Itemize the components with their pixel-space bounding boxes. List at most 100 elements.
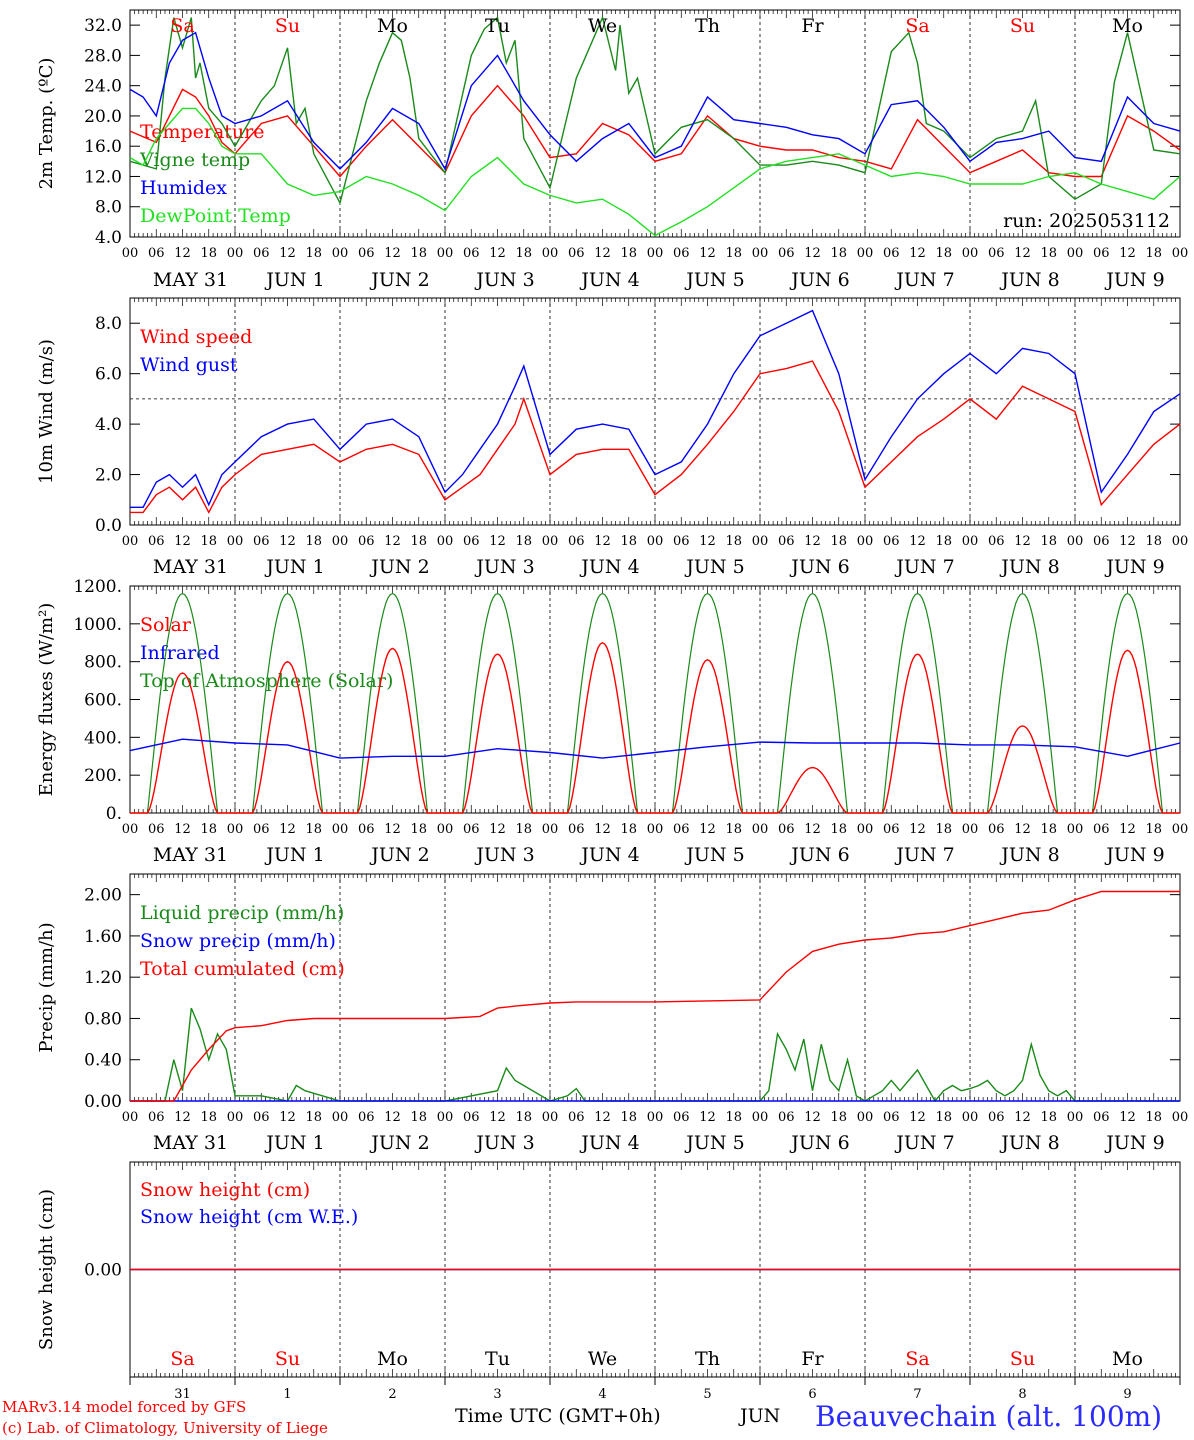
hour-tick-label: 12 bbox=[804, 1110, 821, 1125]
station-name: Beauvechain (alt. 100m) bbox=[815, 1400, 1163, 1433]
weekday-label: Sa bbox=[170, 15, 194, 37]
hour-tick-label: 00 bbox=[752, 246, 769, 261]
weekday-label: Mo bbox=[377, 15, 408, 37]
hour-tick-label: 06 bbox=[1093, 534, 1110, 549]
weekday-label: Su bbox=[1010, 1348, 1035, 1370]
hour-tick-label: 06 bbox=[253, 534, 270, 549]
y-axis-label: 10m Wind (m/s) bbox=[36, 339, 57, 484]
weekday-label: Tu bbox=[485, 1348, 510, 1370]
hour-tick-label: 06 bbox=[358, 1110, 375, 1125]
hour-tick-label: 18 bbox=[725, 534, 742, 549]
hour-tick-label: 00 bbox=[647, 246, 664, 261]
hour-tick-label: 12 bbox=[489, 246, 506, 261]
hour-tick-label: 18 bbox=[725, 246, 742, 261]
date-label: JUN 8 bbox=[999, 556, 1059, 578]
hour-tick-label: 12 bbox=[699, 534, 716, 549]
hour-tick-label: 18 bbox=[620, 534, 637, 549]
weekday-label: We bbox=[588, 1348, 617, 1370]
humidex-line bbox=[129, 31, 1181, 171]
hour-tick-label: 12 bbox=[174, 822, 191, 837]
date-label: JUN 2 bbox=[369, 556, 429, 578]
y-tick-label: 0.00 bbox=[84, 1261, 122, 1281]
date-label: JUN 9 bbox=[1104, 556, 1164, 578]
hour-tick-label: 12 bbox=[384, 1110, 401, 1125]
hour-tick-label: 18 bbox=[620, 1110, 637, 1125]
hour-tick-label: 06 bbox=[1093, 822, 1110, 837]
hour-tick-label: 00 bbox=[1067, 822, 1084, 837]
hour-tick-label: 06 bbox=[883, 246, 900, 261]
legend-entry: Snow height (cm W.E.) bbox=[140, 1206, 358, 1228]
hour-tick-label: 00 bbox=[542, 246, 559, 261]
date-label: JUN 2 bbox=[369, 1132, 429, 1154]
y-tick-label: 8.0 bbox=[95, 314, 122, 334]
date-label: JUN 6 bbox=[789, 844, 849, 866]
month-label: JUN bbox=[740, 1405, 781, 1427]
hour-tick-label: 18 bbox=[410, 534, 427, 549]
hour-tick-label: 00 bbox=[1172, 1110, 1189, 1125]
infrared-line bbox=[129, 738, 1181, 759]
y-tick-label: 12.0 bbox=[84, 167, 122, 187]
hour-tick-label: 12 bbox=[279, 1110, 296, 1125]
date-label: JUN 9 bbox=[1104, 269, 1164, 291]
y-tick-label: 600. bbox=[84, 691, 122, 711]
date-label: JUN 1 bbox=[264, 269, 324, 291]
hour-tick-label: 00 bbox=[542, 822, 559, 837]
date-label: JUN 1 bbox=[264, 844, 324, 866]
hour-tick-label: 00 bbox=[122, 1110, 139, 1125]
y-tick-label: 6.0 bbox=[95, 365, 122, 385]
weekday-label: We bbox=[588, 15, 617, 37]
hour-tick-label: 18 bbox=[935, 1110, 952, 1125]
hour-tick-label: 00 bbox=[122, 246, 139, 261]
hour-tick-label: 12 bbox=[174, 534, 191, 549]
hour-tick-label: 12 bbox=[1014, 822, 1031, 837]
y-tick-label: 1200. bbox=[73, 577, 122, 597]
hour-tick-label: 12 bbox=[909, 822, 926, 837]
date-label: JUN 5 bbox=[684, 1132, 744, 1154]
hour-tick-label: 12 bbox=[384, 822, 401, 837]
weekday-label: Su bbox=[275, 1348, 300, 1370]
date-label: JUN 1 bbox=[264, 1132, 324, 1154]
bottom-day-label: 7 bbox=[913, 1387, 921, 1402]
hour-tick-label: 12 bbox=[909, 1110, 926, 1125]
hour-tick-label: 12 bbox=[804, 246, 821, 261]
y-tick-label: 28.0 bbox=[84, 46, 122, 66]
date-label: JUN 5 bbox=[684, 556, 744, 578]
hour-tick-label: 18 bbox=[200, 1110, 217, 1125]
date-label: MAY 31 bbox=[153, 1132, 228, 1154]
date-label: JUN 3 bbox=[474, 556, 534, 578]
hour-tick-label: 00 bbox=[332, 1110, 349, 1125]
hour-tick-label: 06 bbox=[253, 1110, 270, 1125]
hour-tick-label: 06 bbox=[568, 246, 585, 261]
hour-tick-label: 12 bbox=[699, 246, 716, 261]
vigne-temp-line bbox=[129, 15, 1181, 205]
hour-tick-label: 00 bbox=[1172, 534, 1189, 549]
bottom-day-label: 8 bbox=[1018, 1387, 1026, 1402]
weekday-label: Tu bbox=[485, 15, 510, 37]
hour-tick-label: 18 bbox=[935, 534, 952, 549]
hour-tick-label: 12 bbox=[1014, 246, 1031, 261]
date-label: JUN 8 bbox=[999, 844, 1059, 866]
legend-entry: Temperature bbox=[140, 121, 264, 143]
bottom-day-label: 9 bbox=[1123, 1387, 1131, 1402]
hour-tick-label: 18 bbox=[515, 1110, 532, 1125]
hour-tick-label: 12 bbox=[1014, 1110, 1031, 1125]
hour-tick-label: 12 bbox=[804, 534, 821, 549]
hour-tick-label: 18 bbox=[515, 822, 532, 837]
hour-tick-label: 06 bbox=[673, 822, 690, 837]
panel-2: 0.0 2.0 4.0 6.0 8.0 10m Wind (m/s) 00 06 12 18 00 0… bbox=[36, 297, 1189, 578]
date-label: JUN 9 bbox=[1104, 1132, 1164, 1154]
hour-tick-label: 06 bbox=[778, 246, 795, 261]
temperature-line bbox=[129, 84, 1181, 178]
y-axis-label: Precip (mm/h) bbox=[36, 922, 57, 1052]
date-label: JUN 8 bbox=[999, 269, 1059, 291]
bottom-day-label: 3 bbox=[493, 1387, 501, 1402]
hour-tick-label: 18 bbox=[200, 534, 217, 549]
hour-tick-label: 06 bbox=[463, 1110, 480, 1125]
y-tick-label: 16.0 bbox=[84, 137, 122, 157]
hour-tick-label: 06 bbox=[568, 534, 585, 549]
date-label: MAY 31 bbox=[153, 556, 228, 578]
hour-tick-label: 12 bbox=[1014, 534, 1031, 549]
hour-tick-label: 12 bbox=[1119, 534, 1136, 549]
date-label: JUN 9 bbox=[1104, 844, 1164, 866]
legend-entry: Snow precip (mm/h) bbox=[140, 930, 336, 952]
